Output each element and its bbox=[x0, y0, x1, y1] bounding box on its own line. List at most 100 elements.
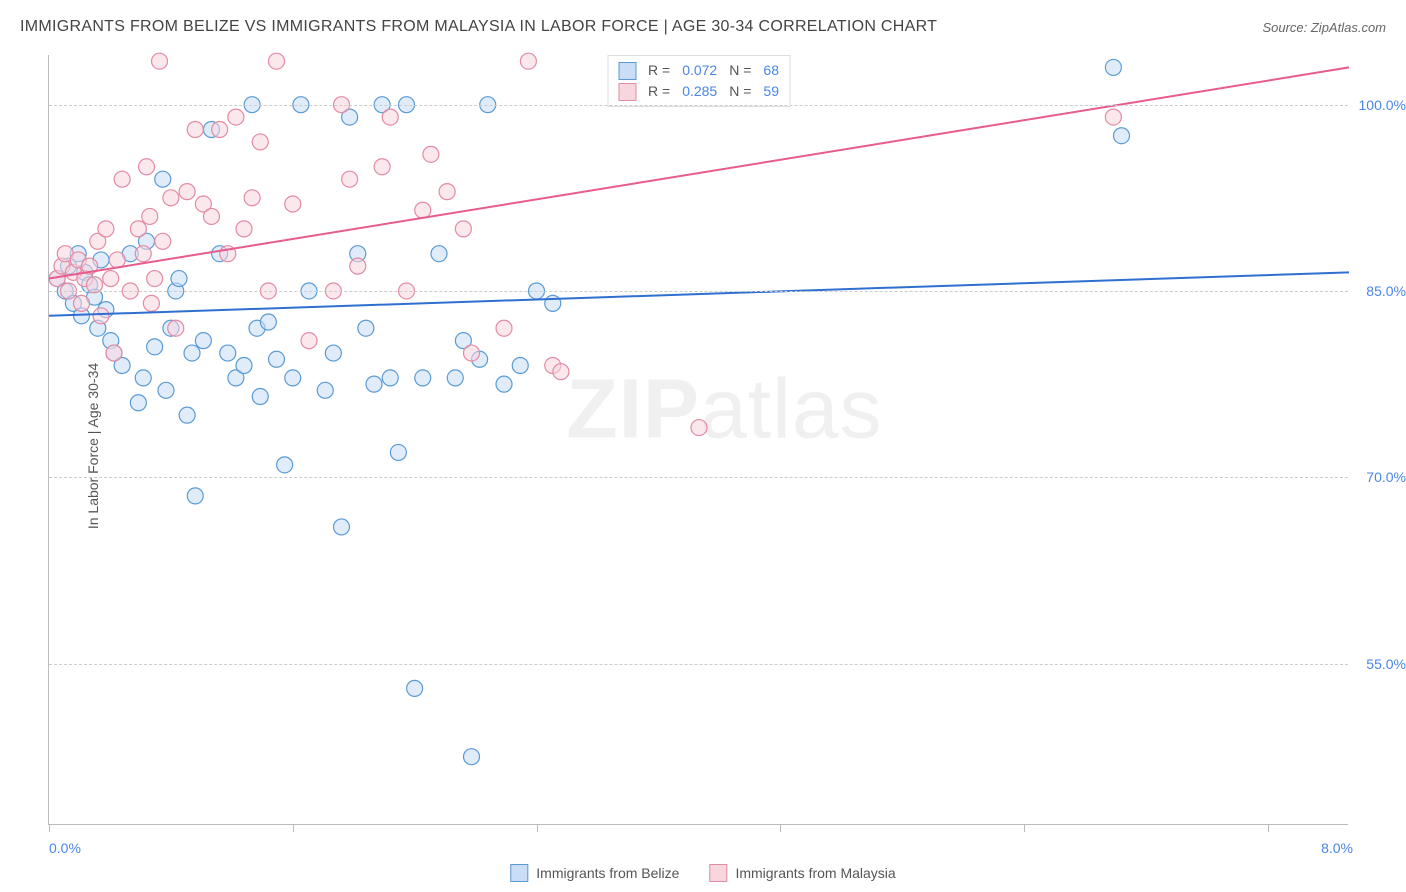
data-point bbox=[350, 258, 366, 274]
data-point bbox=[553, 364, 569, 380]
data-point bbox=[269, 351, 285, 367]
data-point bbox=[285, 370, 301, 386]
plot-container: ZIPatlas R =0.072N =68R =0.285N =59 55.0… bbox=[48, 55, 1348, 825]
x-tick bbox=[780, 824, 781, 832]
data-point bbox=[464, 749, 480, 765]
data-point bbox=[691, 420, 707, 436]
data-point bbox=[143, 295, 159, 311]
y-tick-label: 70.0% bbox=[1366, 469, 1406, 485]
legend-label: Immigrants from Belize bbox=[536, 865, 679, 881]
data-point bbox=[252, 134, 268, 150]
gridline bbox=[49, 477, 1348, 478]
x-tick bbox=[537, 824, 538, 832]
r-label: R = bbox=[648, 60, 670, 81]
legend-label: Immigrants from Malaysia bbox=[735, 865, 895, 881]
data-point bbox=[496, 376, 512, 392]
data-point bbox=[103, 271, 119, 287]
series-legend: Immigrants from Belize Immigrants from Ma… bbox=[510, 864, 895, 882]
x-min-label: 0.0% bbox=[49, 840, 81, 856]
data-point bbox=[1114, 128, 1130, 144]
data-point bbox=[512, 357, 528, 373]
data-point bbox=[135, 370, 151, 386]
data-point bbox=[195, 333, 211, 349]
data-point bbox=[139, 159, 155, 175]
data-point bbox=[155, 233, 171, 249]
data-point bbox=[152, 53, 168, 69]
data-point bbox=[325, 345, 341, 361]
n-value: 59 bbox=[763, 81, 779, 102]
data-point bbox=[155, 171, 171, 187]
y-tick-label: 85.0% bbox=[1366, 283, 1406, 299]
legend-swatch bbox=[709, 864, 727, 882]
data-point bbox=[106, 345, 122, 361]
r-value: 0.285 bbox=[682, 81, 717, 102]
r-label: R = bbox=[648, 81, 670, 102]
data-point bbox=[277, 457, 293, 473]
corr-legend-row: R = 0.285 N = 59 bbox=[618, 81, 779, 102]
data-point bbox=[464, 345, 480, 361]
data-point bbox=[415, 370, 431, 386]
data-point bbox=[130, 221, 146, 237]
data-point bbox=[184, 345, 200, 361]
legend-item: Immigrants from Malaysia bbox=[709, 864, 895, 882]
data-point bbox=[423, 146, 439, 162]
data-point bbox=[228, 109, 244, 125]
data-point bbox=[1105, 109, 1121, 125]
data-point bbox=[285, 196, 301, 212]
data-point bbox=[317, 382, 333, 398]
data-point bbox=[334, 519, 350, 535]
gridline bbox=[49, 105, 1348, 106]
x-tick bbox=[1024, 824, 1025, 832]
data-point bbox=[382, 109, 398, 125]
data-point bbox=[179, 407, 195, 423]
data-point bbox=[390, 444, 406, 460]
data-point bbox=[358, 320, 374, 336]
gridline bbox=[49, 291, 1348, 292]
data-point bbox=[236, 221, 252, 237]
data-point bbox=[447, 370, 463, 386]
x-tick bbox=[1268, 824, 1269, 832]
data-point bbox=[109, 252, 125, 268]
data-point bbox=[431, 246, 447, 262]
data-point bbox=[1105, 59, 1121, 75]
source-label: Source: ZipAtlas.com bbox=[1262, 20, 1386, 35]
data-point bbox=[439, 184, 455, 200]
data-point bbox=[301, 333, 317, 349]
data-point bbox=[179, 184, 195, 200]
data-point bbox=[252, 389, 268, 405]
data-point bbox=[135, 246, 151, 262]
gridline bbox=[49, 664, 1348, 665]
data-point bbox=[415, 202, 431, 218]
x-max-label: 8.0% bbox=[1321, 840, 1353, 856]
r-value: 0.072 bbox=[682, 60, 717, 81]
n-label: N = bbox=[729, 60, 751, 81]
data-point bbox=[407, 680, 423, 696]
corr-legend-row: R = 0.072 N = 68 bbox=[618, 60, 779, 81]
y-tick-label: 100.0% bbox=[1359, 97, 1406, 113]
plot-area: ZIPatlas R =0.072N =68R =0.285N =59 55.0… bbox=[49, 55, 1348, 824]
x-tick bbox=[49, 824, 50, 832]
data-point bbox=[74, 295, 90, 311]
data-point bbox=[382, 370, 398, 386]
data-point bbox=[158, 382, 174, 398]
chart-svg bbox=[49, 55, 1348, 824]
n-label: N = bbox=[729, 81, 751, 102]
data-point bbox=[455, 221, 471, 237]
data-point bbox=[114, 171, 130, 187]
data-point bbox=[244, 190, 260, 206]
legend-swatch bbox=[510, 864, 528, 882]
regression-line bbox=[49, 272, 1349, 315]
legend-swatch bbox=[618, 83, 636, 101]
data-point bbox=[93, 308, 109, 324]
data-point bbox=[147, 271, 163, 287]
legend-item: Immigrants from Belize bbox=[510, 864, 679, 882]
n-value: 68 bbox=[763, 60, 779, 81]
correlation-legend: R = 0.072 N = 68 R = 0.285 N = 59 bbox=[607, 55, 790, 107]
data-point bbox=[260, 314, 276, 330]
x-tick bbox=[293, 824, 294, 832]
chart-title: IMMIGRANTS FROM BELIZE VS IMMIGRANTS FRO… bbox=[20, 18, 937, 36]
data-point bbox=[163, 190, 179, 206]
data-point bbox=[342, 171, 358, 187]
data-point bbox=[212, 122, 228, 138]
data-point bbox=[147, 339, 163, 355]
